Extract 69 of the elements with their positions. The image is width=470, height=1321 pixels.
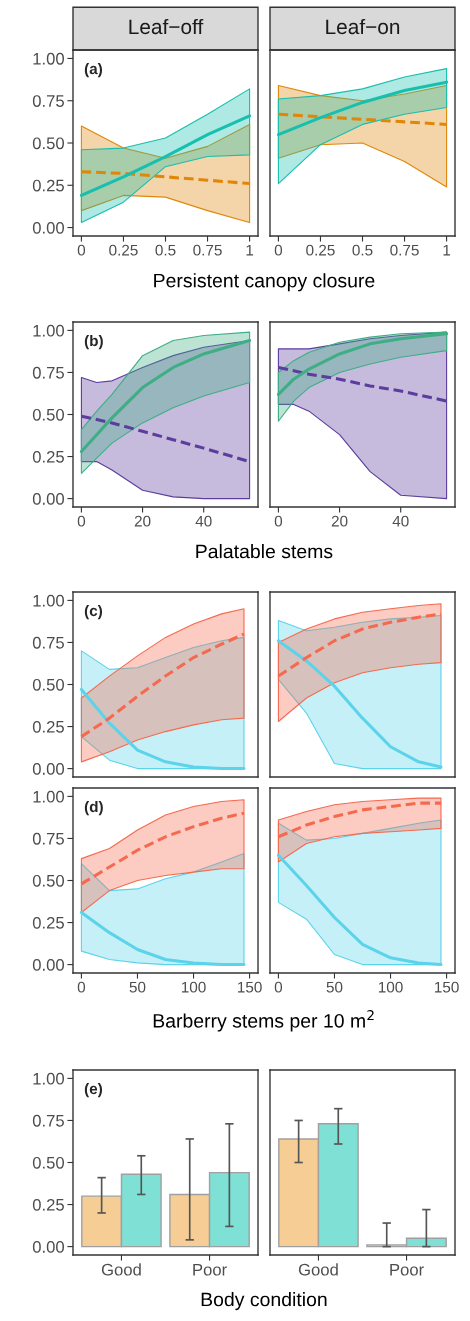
- x-axis-title: Persistent canopy closure: [154, 273, 375, 292]
- x-tick-label: 100: [378, 981, 403, 993]
- x-tick-label: 0: [274, 515, 283, 527]
- line-series: [79, 910, 246, 967]
- x-tick-label: 20: [331, 515, 348, 527]
- x-tick-label: 0: [77, 981, 86, 993]
- y-tick-label: 0.00: [32, 492, 65, 505]
- x-axis-title: Barberry stems per 10 m$^{2}$: [153, 1010, 374, 1032]
- x-tick-label: 1: [246, 244, 254, 256]
- x-tick-label: 0.25: [306, 244, 335, 256]
- x-tick-label: 0.5: [352, 244, 373, 256]
- y-tick-label: 0.75: [32, 95, 64, 107]
- y-tick-label: 1.00: [33, 1072, 65, 1085]
- y-tick-label: 0.50: [32, 137, 65, 150]
- y-tick-label: 0.00: [32, 1240, 65, 1253]
- annotation: (b): [84, 334, 103, 350]
- x-tick-label: 1: [443, 244, 451, 256]
- x-tick-label: 50: [326, 981, 343, 993]
- x-tick-label: Good: [298, 1263, 338, 1276]
- y-tick-label: 1.00: [33, 324, 65, 337]
- line-series: [79, 170, 252, 186]
- y-tick-label: 0.75: [32, 366, 64, 379]
- y-tick-label: 0.25: [32, 720, 64, 733]
- chart-title: Leaf−off: [129, 18, 204, 35]
- x-tick-label: 0: [274, 981, 283, 993]
- annotation: (a): [84, 63, 103, 78]
- y-tick-label: 0.00: [32, 221, 65, 234]
- y-tick-label: 0.50: [32, 678, 65, 691]
- y-tick-label: 0.50: [32, 408, 65, 421]
- y-tick-label: 1.00: [33, 52, 65, 65]
- y-tick-label: 0.75: [32, 832, 64, 845]
- y-tick-label: 0.00: [32, 958, 65, 971]
- y-tick-label: 0.25: [32, 916, 64, 929]
- x-axis-title: Palatable stems: [196, 544, 333, 559]
- x-tick-label: 0.5: [155, 244, 176, 256]
- annotation: (c): [84, 604, 103, 620]
- x-tick-label: 0: [77, 244, 86, 256]
- x-tick-label: Good: [101, 1263, 141, 1276]
- x-axis-title: Body condition: [201, 1292, 327, 1311]
- line-series: [79, 688, 246, 771]
- x-tick-label: 0.75: [193, 244, 222, 256]
- y-tick-label: 0.25: [32, 450, 64, 463]
- x-tick-label: Poor: [193, 1263, 227, 1276]
- y-tick-label: 0.25: [32, 1198, 64, 1211]
- y-tick-label: 1.00: [33, 790, 65, 803]
- y-tick-label: 0.50: [32, 1156, 65, 1169]
- x-tick-label: 0.25: [109, 244, 138, 256]
- y-tick-label: 0.25: [32, 179, 64, 192]
- y-tick-label: 0.75: [32, 1114, 64, 1127]
- x-tick-label: 40: [195, 515, 212, 527]
- x-tick-label: 40: [392, 515, 409, 527]
- x-tick-label: 0: [274, 244, 283, 256]
- annotation: (e): [84, 1082, 103, 1098]
- x-tick-label: 0.75: [390, 244, 419, 256]
- x-tick-label: Poor: [390, 1263, 424, 1276]
- x-tick-label: 100: [181, 981, 206, 993]
- line-series: [79, 114, 252, 197]
- annotation: (d): [84, 800, 103, 816]
- y-tick-label: 0.75: [32, 636, 64, 649]
- y-tick-label: 0.00: [32, 762, 65, 775]
- x-tick-label: 0: [77, 515, 86, 527]
- x-tick-label: 20: [134, 515, 151, 527]
- y-tick-label: 1.00: [33, 594, 65, 607]
- chart-title: Leaf−on: [326, 18, 400, 35]
- x-tick-label: 150: [435, 981, 459, 993]
- line-series: [79, 632, 246, 739]
- x-tick-label: 150: [238, 981, 262, 993]
- y-tick-label: 0.50: [32, 874, 65, 887]
- x-tick-label: 50: [129, 981, 146, 993]
